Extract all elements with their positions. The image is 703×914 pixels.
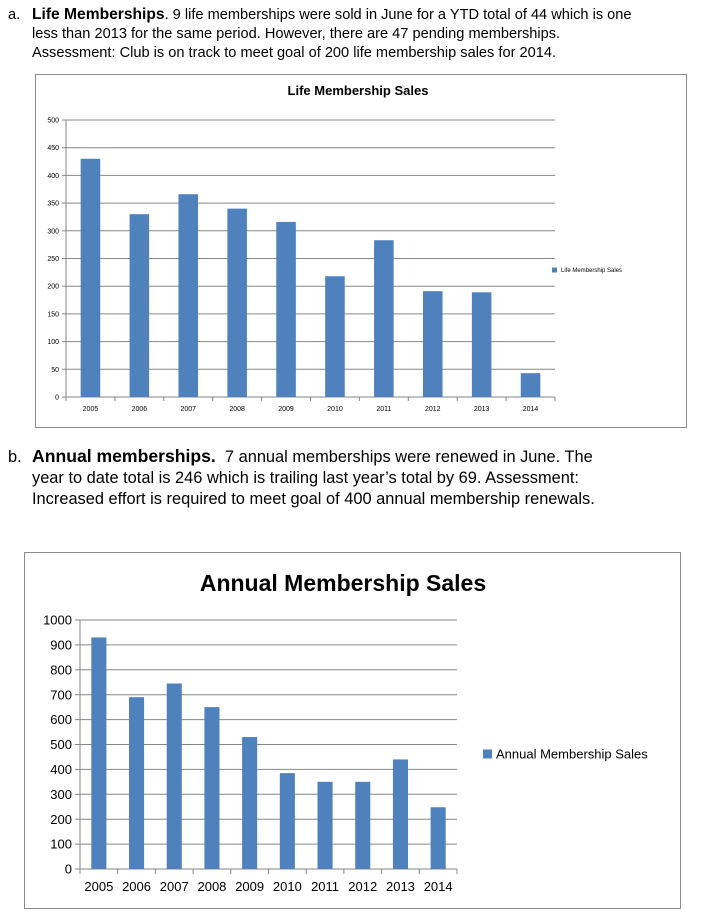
life-bar bbox=[422, 291, 443, 397]
paragraph-annual-memberships: b. Annual memberships. 7 annual membershi… bbox=[8, 446, 694, 510]
life-y-tick-label: 350 bbox=[47, 201, 59, 208]
annual-chart-title: Annual Membership Sales bbox=[200, 570, 486, 596]
life-bar bbox=[374, 240, 394, 397]
life-bar bbox=[80, 158, 101, 397]
life-bar bbox=[520, 373, 541, 397]
life-membership-chart-svg: Life Membership Sales 0 50 100 150 200 250 300 3… bbox=[47, 83, 622, 413]
paragraph-text: Assessment: Club is on track to meet goa… bbox=[32, 45, 557, 61]
paragraph-line: a. Life Memberships. 9 life memberships w… bbox=[8, 5, 694, 25]
annual-membership-chart-svg: Annual Membership Sales 0 100 200 300 400 500 6… bbox=[43, 570, 648, 894]
annual-x-tick-label: 2006 bbox=[122, 879, 151, 894]
annual-membership-chart: Annual Membership Sales 0 100 200 300 400 500 6… bbox=[24, 552, 681, 909]
paragraph-life-memberships: a. Life Memberships. 9 life memberships w… bbox=[8, 5, 694, 63]
annual-bar bbox=[317, 781, 333, 869]
life-bar bbox=[325, 276, 345, 397]
annual-bar bbox=[166, 683, 182, 869]
annual-x-tick-label: 2009 bbox=[235, 879, 264, 894]
paragraph-text: 7 annual memberships were renewed in Jun… bbox=[215, 448, 593, 466]
annual-y-tick-label: 500 bbox=[50, 737, 72, 752]
annual-legend-label: Annual Membership Sales bbox=[496, 747, 648, 762]
life-y-tick-label: 50 bbox=[51, 367, 59, 374]
paragraph-lead: Annual memberships. bbox=[32, 446, 216, 466]
annual-y-tick-label: 200 bbox=[50, 812, 72, 827]
life-x-tick-label: 2011 bbox=[376, 406, 391, 413]
life-legend-swatch bbox=[552, 267, 557, 273]
life-y-tick-label: 450 bbox=[47, 145, 59, 152]
annual-x-tick-label: 2005 bbox=[84, 879, 113, 894]
annual-x-tick-label: 2008 bbox=[197, 879, 226, 894]
annual-x-tick-label: 2007 bbox=[160, 879, 189, 894]
life-y-tick-label: 300 bbox=[47, 228, 59, 235]
life-x-tick-label: 2006 bbox=[132, 406, 148, 413]
paragraph-lead: Life Memberships bbox=[32, 6, 165, 23]
annual-bar bbox=[91, 637, 107, 869]
life-bar bbox=[178, 194, 199, 397]
life-legend-label: Life Membership Sales bbox=[561, 268, 622, 274]
annual-bar bbox=[279, 773, 295, 869]
annual-y-tick-label: 1000 bbox=[43, 613, 72, 628]
annual-x-tick-label: 2013 bbox=[386, 879, 415, 894]
life-x-tick-label: 2008 bbox=[229, 406, 245, 413]
annual-y-tick-label: 600 bbox=[50, 712, 72, 727]
life-y-tick-label: 200 bbox=[47, 284, 59, 291]
life-x-tick-label: 2014 bbox=[523, 406, 539, 413]
life-x-tick-label: 2010 bbox=[327, 406, 343, 413]
life-y-tick-label: 250 bbox=[47, 256, 59, 263]
annual-x-tick-label: 2012 bbox=[348, 879, 377, 894]
annual-y-tick-label: 400 bbox=[50, 762, 72, 777]
annual-x-tick-label: 2011 bbox=[311, 879, 339, 894]
paragraph-text: less than 2013 for the same period. Howe… bbox=[32, 26, 561, 42]
paragraph-text: . 9 life memberships were sold in June f… bbox=[164, 7, 632, 23]
life-x-tick-label: 2005 bbox=[83, 406, 99, 413]
life-x-tick-label: 2013 bbox=[474, 406, 490, 413]
life-x-tick-label: 2007 bbox=[180, 406, 196, 413]
annual-y-tick-label: 800 bbox=[50, 662, 72, 677]
annual-bar bbox=[430, 807, 446, 869]
life-bar bbox=[227, 208, 247, 397]
annual-y-tick-label: 700 bbox=[50, 687, 72, 702]
life-membership-chart: Life Membership Sales 0 50 100 150 200 250 300 3… bbox=[35, 74, 687, 428]
annual-bar bbox=[242, 737, 258, 869]
paragraph-line: b. Annual memberships. 7 annual membershi… bbox=[8, 446, 694, 468]
list-letter: a. bbox=[8, 7, 21, 23]
life-y-tick-label: 400 bbox=[47, 173, 59, 180]
annual-bar bbox=[392, 759, 408, 869]
life-bar bbox=[129, 214, 150, 397]
life-x-tick-label: 2009 bbox=[278, 406, 294, 413]
annual-x-tick-label: 2010 bbox=[273, 879, 302, 894]
annual-y-tick-label: 0 bbox=[65, 862, 72, 877]
life-bar bbox=[471, 292, 492, 397]
list-letter: b. bbox=[8, 448, 22, 466]
life-chart-title: Life Membership Sales bbox=[288, 83, 429, 98]
life-y-tick-label: 150 bbox=[47, 311, 59, 318]
annual-y-tick-label: 300 bbox=[50, 787, 72, 802]
life-y-tick-label: 100 bbox=[47, 339, 59, 346]
annual-x-tick-label: 2014 bbox=[424, 879, 453, 894]
annual-bar bbox=[204, 707, 220, 869]
annual-legend-swatch bbox=[483, 749, 492, 759]
annual-bar bbox=[355, 781, 371, 869]
life-y-tick-label: 500 bbox=[47, 117, 59, 124]
life-y-tick-label: 0 bbox=[55, 394, 59, 401]
life-bar bbox=[276, 221, 296, 397]
paragraph-text: year to date total is 246 which is trail… bbox=[32, 469, 579, 487]
life-x-tick-label: 2012 bbox=[425, 406, 441, 413]
annual-bar bbox=[129, 697, 145, 869]
paragraph-text: Increased effort is required to meet goa… bbox=[32, 490, 595, 508]
annual-y-tick-label: 900 bbox=[50, 637, 72, 652]
annual-y-tick-label: 100 bbox=[50, 837, 72, 852]
